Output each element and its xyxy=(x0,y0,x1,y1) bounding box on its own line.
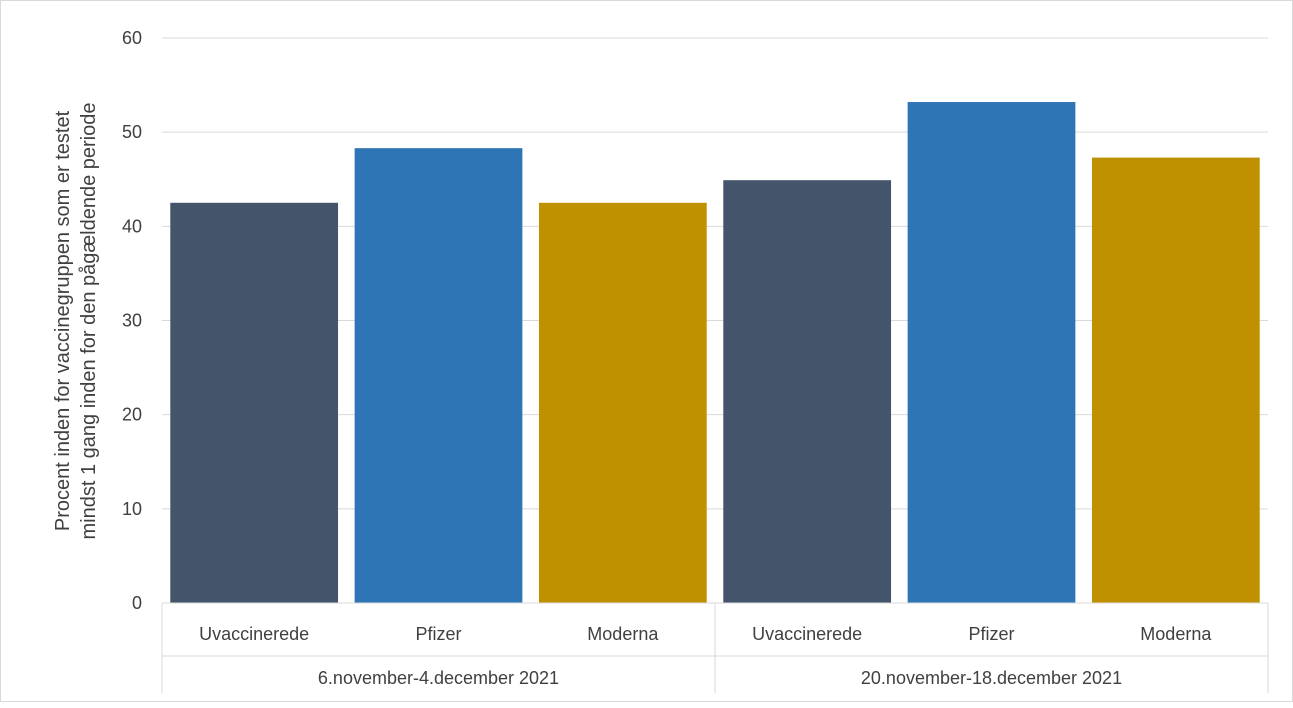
y-axis-title: Procent inden for vaccinegruppen som er … xyxy=(52,103,100,540)
x-category-label: Pfizer xyxy=(415,624,461,644)
y-tick-label: 0 xyxy=(132,593,142,613)
x-category-label: Uvaccinerede xyxy=(752,624,862,644)
y-tick-label: 40 xyxy=(122,216,142,236)
x-category-label: Pfizer xyxy=(968,624,1014,644)
bar-pfizer-group-2 xyxy=(907,102,1076,604)
y-axis-title-line: mindst 1 gang inden for den pågældende p… xyxy=(78,103,100,540)
bar-moderna-group-1 xyxy=(538,202,707,603)
bar-uvaccinerede-group-2 xyxy=(723,180,892,604)
x-group-label: 20.november-18.december 2021 xyxy=(861,668,1122,688)
y-axis-title-line: Procent inden for vaccinegruppen som er … xyxy=(52,110,74,531)
bars xyxy=(170,102,1260,604)
y-tick-label: 10 xyxy=(122,499,142,519)
x-category-label: Uvaccinerede xyxy=(199,624,309,644)
bar-moderna-group-2 xyxy=(1091,157,1260,603)
y-tick-label: 50 xyxy=(122,122,142,142)
x-category-label: Moderna xyxy=(1140,624,1212,644)
x-category-label: Moderna xyxy=(587,624,659,644)
x-group-label: 6.november-4.december 2021 xyxy=(318,668,559,688)
gridlines xyxy=(162,37,1268,510)
bar-pfizer-group-1 xyxy=(354,148,523,604)
axes xyxy=(161,602,1269,693)
y-tick-label: 30 xyxy=(122,311,142,331)
y-tick-label: 20 xyxy=(122,405,142,425)
y-tick-label: 60 xyxy=(122,28,142,48)
labels: 0 10 20 30 40 50 60 Uvaccinerede Pfizer Moderna 6.… xyxy=(52,28,1212,688)
bar-uvaccinerede-group-1 xyxy=(170,202,339,603)
